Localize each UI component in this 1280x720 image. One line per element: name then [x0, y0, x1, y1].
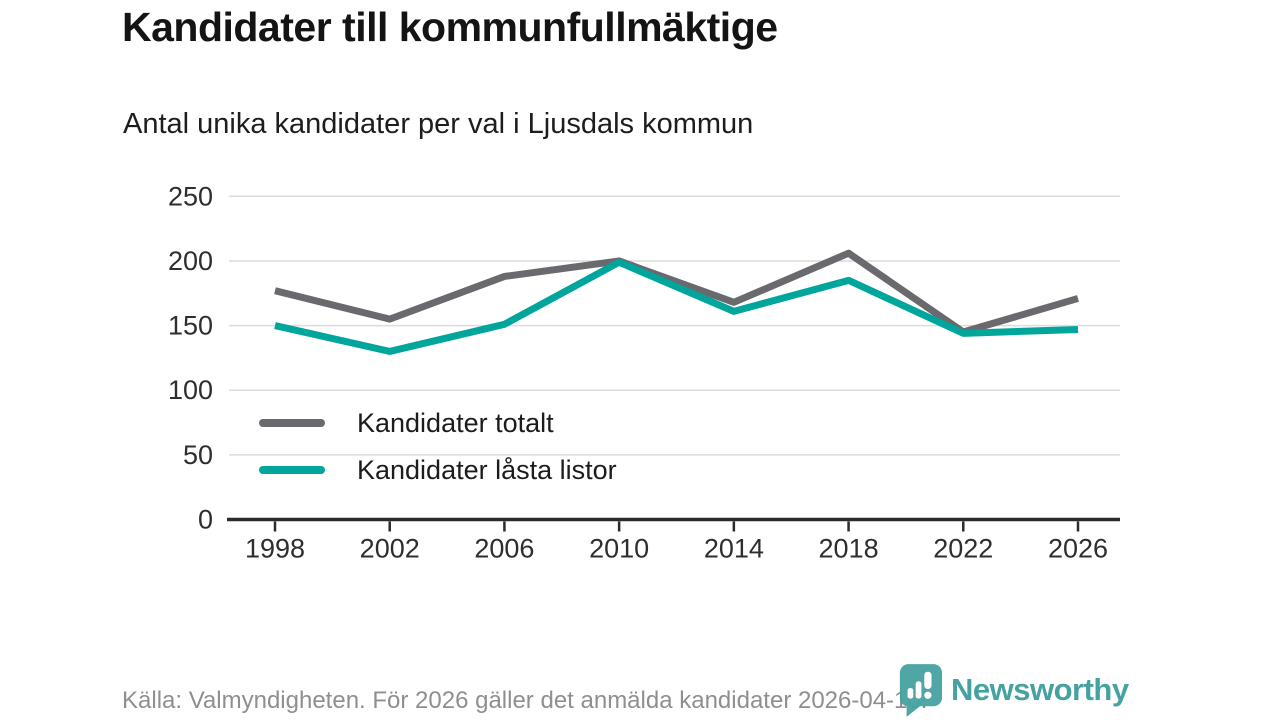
y-axis-label-150: 150 [168, 311, 213, 341]
newsworthy-logo: Newsworthy [897, 663, 1129, 717]
legend-label-kandidater-totalt: Kandidater totalt [357, 408, 554, 438]
x-axis-label-2014: 2014 [704, 534, 764, 564]
y-axis-label-50: 50 [183, 440, 213, 470]
newsworthy-badge-icon [899, 664, 943, 717]
y-axis-label-200: 200 [168, 246, 213, 276]
series-line-kandidater-l-sta-listor [274, 258, 1079, 355]
y-axis-label-250: 250 [168, 181, 213, 211]
x-axis-label-2026: 2026 [1048, 534, 1108, 564]
y-axis-label-100: 100 [168, 375, 213, 405]
series-line-kandidater-totalt [274, 249, 1079, 336]
chart-subtitle: Antal unika kandidater per val i Ljusdal… [123, 108, 754, 140]
x-axis-label-2002: 2002 [360, 534, 420, 564]
legend-label-kandidater-l-sta-listor: Kandidater låsta listor [357, 455, 617, 485]
x-axis-label-1998: 1998 [245, 534, 305, 564]
x-axis-label-2010: 2010 [589, 534, 649, 564]
y-axis-label-0: 0 [198, 505, 213, 535]
x-axis-label-2022: 2022 [933, 534, 993, 564]
x-axis-label-2006: 2006 [474, 534, 534, 564]
page-title: Kandidater till kommunfullmäktige [122, 4, 778, 50]
x-axis-label-2018: 2018 [819, 534, 879, 564]
source-note: Källa: Valmyndigheten. För 2026 gäller d… [122, 687, 928, 714]
newsworthy-wordmark: Newsworthy [951, 672, 1129, 707]
